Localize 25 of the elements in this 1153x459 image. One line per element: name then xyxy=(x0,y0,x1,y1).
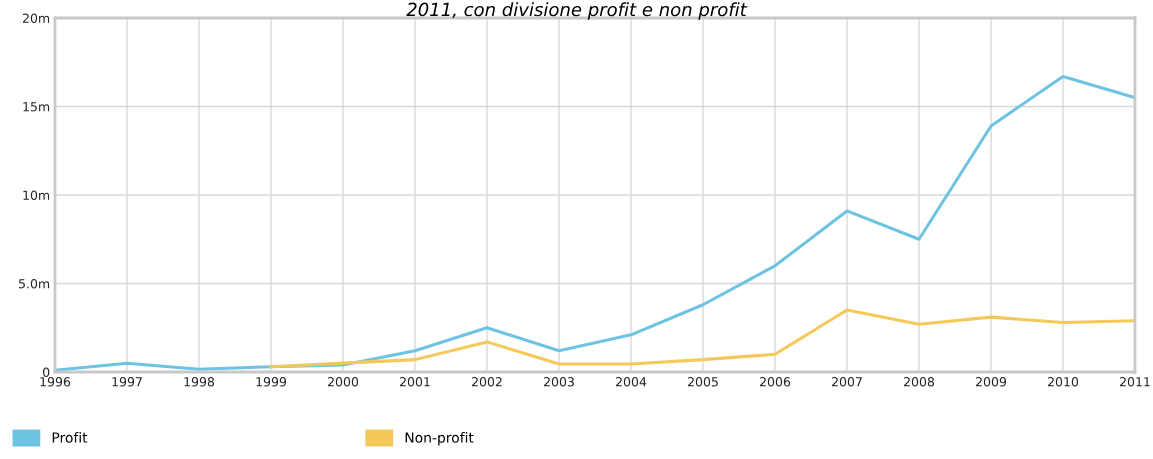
x-tick-label: 2007 xyxy=(832,377,862,387)
x-tick-label: 2009 xyxy=(976,377,1007,387)
chart-title: 2011, con divisione profit e non profit xyxy=(406,2,748,20)
y-tick-label: 0 xyxy=(43,367,50,377)
x-tick-label: 1997 xyxy=(112,377,142,387)
y-tick-label: 20m xyxy=(22,13,50,23)
x-tick-label: 1999 xyxy=(256,377,287,387)
x-tick-label: 1998 xyxy=(184,377,215,387)
x-tick-label: 2004 xyxy=(616,377,647,387)
x-tick-label: 2008 xyxy=(904,377,935,387)
x-tick-label: 2011 xyxy=(1120,377,1150,387)
y-tick-label: 10m xyxy=(23,190,50,200)
x-tick-label: 2002 xyxy=(472,377,502,387)
x-tick-label: 2000 xyxy=(328,377,359,387)
line-series xyxy=(269,308,1135,369)
x-tick-label: 2006 xyxy=(760,377,791,387)
y-tick-label: 5.0m xyxy=(19,278,50,289)
x-tick-label: 2010 xyxy=(1048,377,1079,387)
y-tick-label: 15m xyxy=(23,102,50,112)
legend-label: Non-profit xyxy=(405,432,474,446)
x-tick-label: 2001 xyxy=(400,377,430,387)
x-tick-label: 1996 xyxy=(40,377,71,387)
legend-label: Profit xyxy=(52,432,88,443)
x-tick-label: 2005 xyxy=(688,377,718,387)
x-tick-label: 2003 xyxy=(544,377,574,387)
